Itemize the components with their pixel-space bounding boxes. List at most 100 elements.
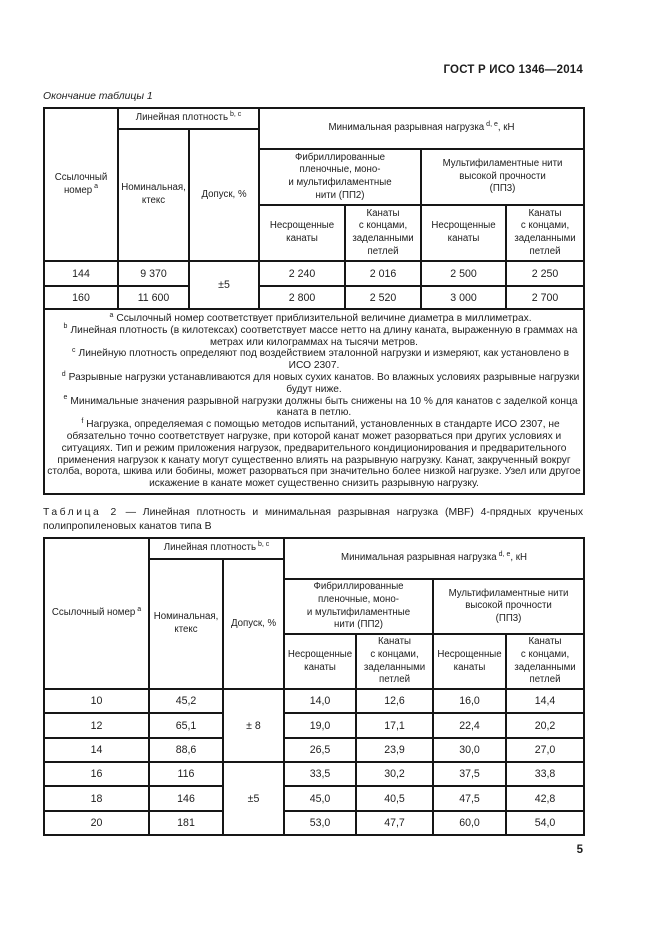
table-row: 144 9 370 ±5 2 240 2 016 2 500 2 250 bbox=[43, 260, 586, 310]
t1-pp2-spliced-cell: 2 520 bbox=[344, 285, 423, 310]
footnote-text: Линейную плотность определяют под воздей… bbox=[78, 348, 569, 372]
t1-nominal-cell: 9 370 bbox=[117, 260, 190, 287]
header-label: Канаты с концами, заделанными петлей bbox=[514, 207, 576, 257]
footnote-c: c Линейную плотность определяют под возде… bbox=[47, 347, 581, 372]
t1-pp3-spliced-cell: 2 250 bbox=[505, 260, 586, 287]
t2-header-min-breaking-load: Минимальная разрывная нагрузка d, e, кН bbox=[283, 537, 586, 580]
header-label: Фибриллированные пленочные, моно- и муль… bbox=[306, 581, 411, 631]
t2-pp2-unspliced-cell: 14,0 bbox=[283, 688, 358, 714]
footnote-marker: e bbox=[63, 394, 68, 402]
t2-ref-number-cell: 14 bbox=[43, 737, 150, 763]
header-label: Мультифиламентные нити высокой прочности… bbox=[448, 587, 569, 624]
table1-continuation-label: Окончание таблицы 1 bbox=[43, 91, 153, 102]
t1-header-nominal-ktex: Номинальная, ктекс bbox=[117, 128, 190, 262]
header-label: Ссылочный номер bbox=[51, 607, 136, 619]
t2-pp3-unspliced-cell: 22,4 bbox=[432, 712, 508, 739]
footnote-marker: c bbox=[72, 347, 76, 355]
header-label: Минимальная разрывная нагрузка bbox=[341, 552, 497, 564]
header-unit: , кН bbox=[510, 552, 527, 564]
t1-header-pp3-eye-spliced: Канаты с концами, заделанными петлей bbox=[505, 204, 586, 262]
header-label: Несрощенные канаты bbox=[269, 220, 335, 244]
footnote-marker: a bbox=[109, 311, 114, 319]
footnote-f: f Нагрузка, определяемая с помощью методо… bbox=[47, 418, 581, 490]
t2-pp3-unspliced-cell: 16,0 bbox=[432, 688, 508, 714]
t2-nominal-cell: 65,1 bbox=[148, 712, 224, 739]
table-2: Ссылочный номер a Линейная плотность b, c … bbox=[43, 537, 586, 836]
table-row: 14 88,6 26,5 23,9 30,0 27,0 bbox=[43, 737, 586, 763]
header-label: Мультифиламентные нити высокой прочности… bbox=[442, 158, 563, 195]
footnote-ref-de: d, e bbox=[498, 550, 511, 558]
footnote-text: Разрывные нагрузки устанавливаются для н… bbox=[68, 372, 580, 395]
t2-pp2-unspliced-cell: 45,0 bbox=[283, 785, 358, 812]
footnote-text: Ссылочный номер соответствует приблизите… bbox=[116, 313, 532, 325]
t2-pp2-unspliced-cell: 33,5 bbox=[283, 761, 358, 787]
header-label: Несрощенные канаты bbox=[437, 648, 502, 673]
header-label: Допуск, % bbox=[230, 617, 277, 629]
t2-pp2-unspliced-cell: 26,5 bbox=[283, 737, 358, 763]
t1-header-pp2-unspliced: Несрощенные канаты bbox=[258, 204, 347, 262]
t1-header-pp3-unspliced: Несрощенные канаты bbox=[420, 204, 508, 262]
t2-nominal-cell: 181 bbox=[148, 810, 224, 836]
table-1: Ссылочный номер a Линейная плотность b, c … bbox=[42, 107, 586, 495]
t1-pp3-unspliced-cell: 2 500 bbox=[420, 260, 508, 287]
t2-nominal-cell: 116 bbox=[148, 761, 224, 787]
t2-pp3-unspliced-cell: 60,0 bbox=[432, 810, 508, 836]
t2-pp2-spliced-cell: 30,2 bbox=[355, 761, 435, 787]
t2-header-pp2: Фибриллированные пленочные, моно- и муль… bbox=[283, 578, 435, 635]
header-label: Фибриллированные пленочные, моно- и муль… bbox=[288, 151, 392, 201]
header-label: Несрощенные канаты bbox=[431, 220, 496, 244]
t2-header-linear-density: Линейная плотность b, c bbox=[147, 537, 286, 560]
footnote-e: e Минимальные значения разрывной нагрузки… bbox=[47, 394, 581, 420]
table-row: 18 146 45,0 40,5 47,5 42,8 bbox=[43, 785, 586, 812]
t2-pp2-unspliced-cell: 19,0 bbox=[283, 712, 358, 739]
t2-pp3-unspliced-cell: 37,5 bbox=[432, 761, 508, 787]
t1-header-tolerance: Допуск, % bbox=[187, 128, 261, 262]
t2-nominal-cell: 88,6 bbox=[148, 737, 224, 763]
t2-nominal-cell: 146 bbox=[148, 785, 224, 812]
footnote-a: a Ссылочный номер соответствует приблизит… bbox=[47, 311, 581, 325]
header-label: Несрощенные канаты bbox=[287, 648, 353, 673]
t2-header-nominal-ktex: Номинальная, ктекс bbox=[148, 558, 224, 690]
t2-ref-number-cell: 12 bbox=[43, 712, 150, 739]
footnote-text: Минимальные значения разрывной нагрузки … bbox=[70, 395, 578, 419]
t2-tolerance-cell: ±5 bbox=[221, 761, 286, 836]
t2-pp3-unspliced-cell: 47,5 bbox=[432, 785, 508, 812]
table-row: 10 45,2 ± 8 14,0 12,6 16,0 14,4 bbox=[43, 688, 586, 763]
t1-tolerance-cell: ±5 bbox=[187, 260, 261, 310]
t1-pp3-spliced-cell: 2 700 bbox=[505, 285, 586, 310]
t2-ref-number-cell: 18 bbox=[43, 785, 150, 812]
t2-pp2-spliced-cell: 12,6 bbox=[355, 688, 435, 714]
table-row: 160 11 600 2 800 2 520 3 000 2 700 bbox=[43, 285, 586, 310]
t1-footnotes-block: a Ссылочный номер соответствует приблизит… bbox=[42, 308, 586, 495]
t1-ref-number-cell: 160 bbox=[43, 285, 119, 310]
header-label: Минимальная разрывная нагрузка bbox=[328, 122, 485, 134]
t1-pp3-unspliced-cell: 3 000 bbox=[420, 285, 508, 310]
t2-ref-number-cell: 16 bbox=[43, 761, 150, 787]
t2-pp3-spliced-cell: 54,0 bbox=[505, 810, 586, 836]
t2-tolerance-cell: ± 8 bbox=[221, 688, 286, 763]
table2-caption-label: Таблица 2 bbox=[43, 507, 119, 519]
table2-caption: Таблица 2 — Линейная плотность и минимал… bbox=[43, 506, 583, 533]
t2-header-tolerance: Допуск, % bbox=[221, 558, 286, 690]
t2-pp3-spliced-cell: 27,0 bbox=[505, 737, 586, 763]
t2-pp3-spliced-cell: 14,4 bbox=[505, 688, 586, 714]
t1-header-min-breaking-load: Минимальная разрывная нагрузка d, e, кН bbox=[258, 107, 586, 150]
t2-header-pp2-eye-spliced: Канаты с концами, заделанными петлей bbox=[355, 633, 435, 690]
table-row: 12 65,1 19,0 17,1 22,4 20,2 bbox=[43, 712, 586, 739]
header-label: Номинальная, ктекс bbox=[121, 182, 186, 206]
t2-header-pp3: Мультифиламентные нити высокой прочности… bbox=[432, 578, 586, 635]
t2-header-pp3-unspliced: Несрощенные канаты bbox=[432, 633, 508, 690]
table-row: 16 116 ±5 33,5 30,2 37,5 33,8 bbox=[43, 761, 586, 836]
header-label: Канаты с концами, заделанными петлей bbox=[363, 636, 426, 686]
footnote-marker: d bbox=[61, 370, 66, 378]
t1-header-ref-number: Ссылочный номер a bbox=[43, 107, 119, 262]
t2-pp2-spliced-cell: 40,5 bbox=[355, 785, 435, 812]
t1-ref-number-cell: 144 bbox=[43, 260, 119, 287]
t1-pp2-unspliced-cell: 2 240 bbox=[258, 260, 347, 287]
header-label: Допуск, % bbox=[201, 188, 247, 200]
t2-pp2-spliced-cell: 23,9 bbox=[355, 737, 435, 763]
header-unit: , кН bbox=[497, 122, 515, 134]
t2-pp3-spliced-cell: 20,2 bbox=[505, 712, 586, 739]
t1-header-pp3: Мультифиламентные нити высокой прочности… bbox=[420, 148, 586, 206]
